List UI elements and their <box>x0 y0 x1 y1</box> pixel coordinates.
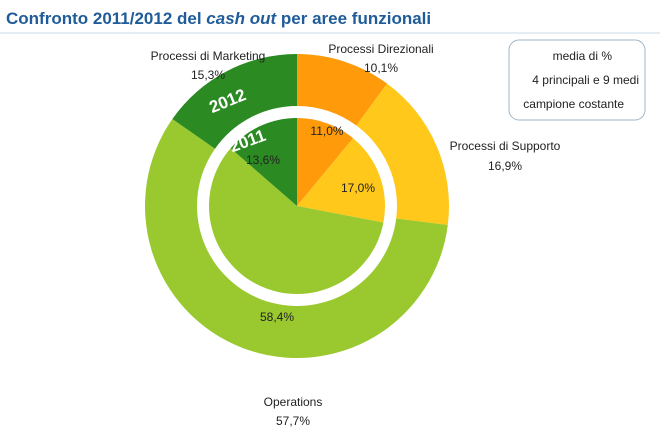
data-label: 57,7% <box>276 414 310 428</box>
category-label: Operations <box>264 395 323 409</box>
slice <box>297 118 354 206</box>
slice <box>172 54 297 149</box>
slice <box>297 54 388 126</box>
category-label: Processi di Marketing <box>151 49 266 63</box>
data-label: 10,1% <box>364 61 398 75</box>
data-label: 16,9% <box>488 159 522 173</box>
slice <box>297 138 386 223</box>
data-label: 15,3% <box>191 68 225 82</box>
note-box <box>508 39 646 121</box>
note-line: media di % <box>553 49 613 63</box>
category-label: Processi di Supporto <box>450 139 561 153</box>
data-label: 58,4% <box>260 310 294 324</box>
data-label: 13,6% <box>246 153 280 167</box>
slice <box>230 118 297 206</box>
slice <box>209 148 384 294</box>
slice <box>356 83 449 226</box>
chart-title: Confronto 2011/2012 del cash out per are… <box>6 9 431 28</box>
title-part: cash out <box>206 9 277 28</box>
title-part: per aree funzionali <box>276 9 431 28</box>
slice <box>144 118 448 359</box>
note-line: campione costante <box>523 97 624 111</box>
data-label: 11,0% <box>310 124 343 138</box>
note-line: 4 principali e 9 medi <box>532 73 639 87</box>
data-label: 17,0% <box>341 181 375 195</box>
title-part: Confronto 2011/2012 del <box>6 9 206 28</box>
category-label: Processi Direzionali <box>328 42 433 56</box>
